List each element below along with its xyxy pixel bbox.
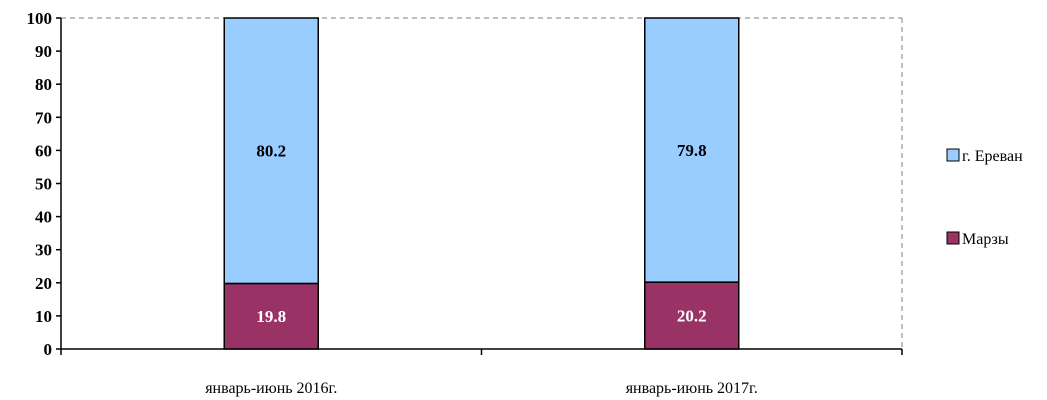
y-tick-label: 40 <box>35 208 52 227</box>
legend-label: Марзы <box>962 231 1009 248</box>
y-tick-label: 100 <box>27 9 53 28</box>
plot-area <box>61 17 903 349</box>
legend: г. Ереван Марзы <box>946 148 1023 248</box>
x-category-label: январь-июнь 2017г. <box>626 380 758 397</box>
bar-segment <box>223 282 319 350</box>
y-tick-label: 50 <box>35 175 52 194</box>
y-tick-label: 70 <box>35 108 52 127</box>
y-axis: 0 10 20 30 40 50 60 70 80 90 100 <box>27 9 62 359</box>
y-tick-label: 0 <box>44 340 53 359</box>
y-tick-label: 80 <box>35 75 52 94</box>
y-tick-label: 60 <box>35 141 52 160</box>
y-tick-label: 10 <box>35 307 52 326</box>
y-tick-label: 30 <box>35 241 52 260</box>
legend-swatch <box>946 231 960 245</box>
legend-swatch <box>946 148 960 162</box>
y-tick-label: 20 <box>35 274 52 293</box>
x-axis: январь-июнь 2016г. январь-июнь 2017г. <box>60 348 903 397</box>
bar-segment <box>644 281 740 350</box>
bar-segment <box>223 17 319 285</box>
bars: 19.8 80.2 20.2 79.8 <box>223 17 740 350</box>
x-category-label: январь-июнь 2016г. <box>205 380 337 397</box>
data-label: 20.2 <box>677 307 707 326</box>
data-label: 19.8 <box>256 307 286 326</box>
legend-label: г. Ереван <box>962 148 1023 165</box>
data-label: 80.2 <box>256 142 286 161</box>
bar-segment <box>644 17 740 283</box>
data-label: 79.8 <box>677 141 707 160</box>
y-tick-label: 90 <box>35 42 52 61</box>
